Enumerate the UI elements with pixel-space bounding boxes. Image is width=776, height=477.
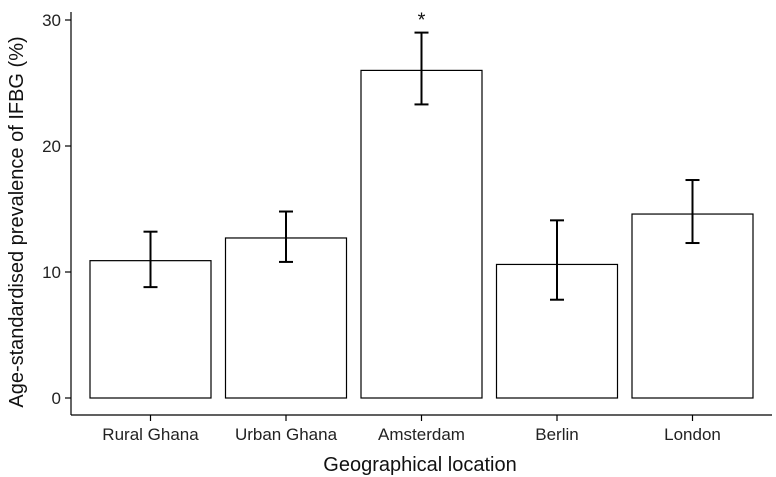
error-bar [550, 219, 564, 301]
y-axis-title: Age-standardised prevalence of IFBG (%) [6, 36, 28, 407]
y-tick-label: 10 [42, 263, 61, 282]
x-tick-label: Rural Ghana [102, 425, 199, 444]
x-tick-label: Berlin [535, 425, 578, 444]
bar-amsterdam [360, 69, 483, 399]
y-tick-label: 20 [42, 137, 61, 156]
x-tick-label: London [664, 425, 721, 444]
error-bar [279, 210, 293, 263]
significance-marker: * [418, 10, 426, 32]
error-bars [143, 31, 700, 301]
x-tick-label: Amsterdam [378, 425, 465, 444]
bars [89, 69, 754, 399]
annotations: * [418, 10, 426, 32]
bar-london [631, 213, 754, 399]
bar-urban-ghana [224, 237, 348, 399]
y-tick-label: 30 [42, 11, 61, 30]
y-tick-label: 0 [52, 389, 61, 408]
error-bar [143, 230, 158, 289]
error-bar [414, 31, 429, 106]
x-tick-label: Urban Ghana [235, 425, 338, 444]
x-axis-title: Geographical location [323, 454, 516, 476]
x-axis-ticks: Rural Ghana Urban Ghana Amsterdam Berlin Lon… [102, 415, 721, 444]
error-bar [685, 179, 700, 245]
y-axis-ticks: 0 10 20 30 [42, 11, 71, 408]
